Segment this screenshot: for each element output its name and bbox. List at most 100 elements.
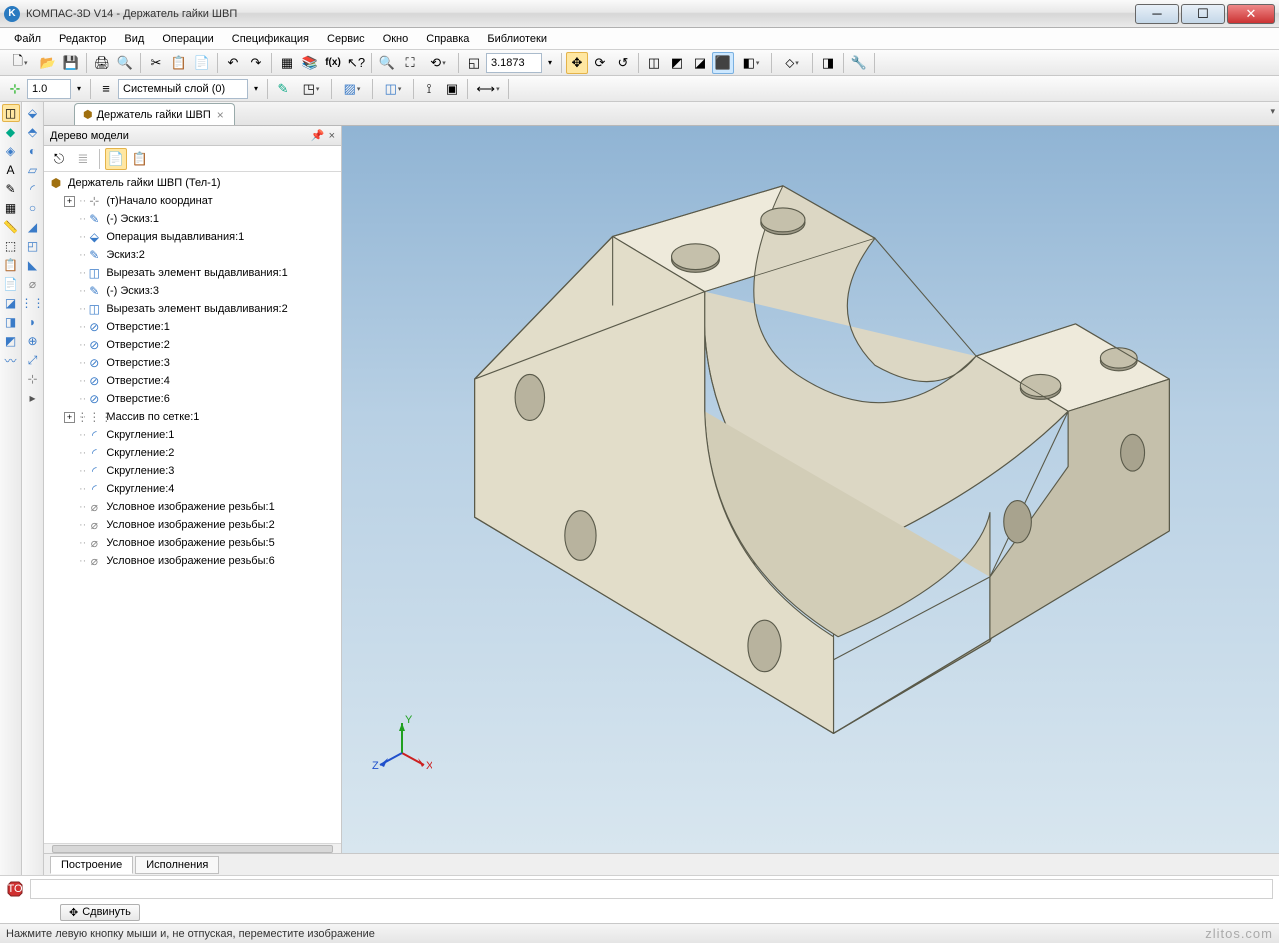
fx-button[interactable]: f(x): [322, 52, 344, 74]
stop-icon[interactable]: STOP: [6, 880, 24, 898]
op-pattern-icon[interactable]: ⋮⋮: [24, 294, 42, 312]
vtool-surface-icon[interactable]: ◨: [2, 313, 20, 331]
vtool-edit-icon[interactable]: ✎: [2, 180, 20, 198]
sketch-button[interactable]: ✎: [272, 78, 294, 100]
close-button[interactable]: ✕: [1227, 4, 1275, 24]
vtool-report-icon[interactable]: 📄: [2, 275, 20, 293]
titlebar[interactable]: K КОМПАС-3D V14 - Держатель гайки ШВП ─ …: [0, 0, 1279, 28]
tree-tool4[interactable]: 📋: [129, 148, 151, 170]
tree-item[interactable]: ·· ◜Скругление:3: [44, 462, 341, 480]
op-loft-icon[interactable]: ▱: [24, 161, 42, 179]
menu-edit[interactable]: Редактор: [51, 31, 114, 47]
op-mirror-icon[interactable]: ◗: [24, 313, 42, 331]
help-cursor-button[interactable]: ↖?: [345, 52, 367, 74]
wireframe-button[interactable]: ◫: [643, 52, 665, 74]
op-expand-icon[interactable]: ▸: [24, 389, 42, 407]
perspective-button[interactable]: ◨: [817, 52, 839, 74]
tab-exec[interactable]: Исполнения: [135, 856, 219, 874]
coord-button[interactable]: ⊹: [4, 78, 26, 100]
open-button[interactable]: 📂: [37, 52, 59, 74]
tree-item[interactable]: +·· ⋮⋮⋮Массив по сетке:1: [44, 408, 341, 426]
cut-button[interactable]: ✂: [145, 52, 167, 74]
redo-button[interactable]: ↷: [245, 52, 267, 74]
tree-scrollbar[interactable]: [44, 843, 341, 853]
rebuild-button[interactable]: 🔧: [848, 52, 870, 74]
zoom-window-button[interactable]: ⛶: [399, 52, 421, 74]
maximize-button[interactable]: ☐: [1181, 4, 1225, 24]
tree-item[interactable]: ·· ⬙Операция выдавливания:1: [44, 228, 341, 246]
tree-item[interactable]: ·· ◜Скругление:1: [44, 426, 341, 444]
tree-tool1[interactable]: ⎋: [48, 148, 70, 170]
tree-item[interactable]: ·· ⊘Отверстие:2: [44, 336, 341, 354]
tree-item[interactable]: ·· ⌀Условное изображение резьбы:1: [44, 498, 341, 516]
display-style-button[interactable]: ▨: [336, 78, 368, 100]
menu-spec[interactable]: Спецификация: [224, 31, 317, 47]
tree-item[interactable]: ·· ⊘Отверстие:3: [44, 354, 341, 372]
tree-item[interactable]: +·· ⊹(т)Начало координат: [44, 192, 341, 210]
tree-item[interactable]: ·· ◫Вырезать элемент выдавливания:2: [44, 300, 341, 318]
vtool-text-icon[interactable]: A: [2, 161, 20, 179]
op-thread-icon[interactable]: ⌀: [24, 275, 42, 293]
op-rib-icon[interactable]: ◢: [24, 218, 42, 236]
vtool-aux-icon[interactable]: ◩: [2, 332, 20, 350]
zoom-fit-button[interactable]: ◱: [463, 52, 485, 74]
zoom-in-button[interactable]: 🔍: [376, 52, 398, 74]
tree-item[interactable]: ·· ⊘Отверстие:1: [44, 318, 341, 336]
print-button[interactable]: 🖨: [91, 52, 113, 74]
op-hole-icon[interactable]: ○: [24, 199, 42, 217]
no-hidden-button[interactable]: ◪: [689, 52, 711, 74]
menu-view[interactable]: Вид: [116, 31, 152, 47]
hidden-lines-button[interactable]: ◩: [666, 52, 688, 74]
layer-dropdown[interactable]: ▾: [249, 78, 263, 100]
menu-help[interactable]: Справка: [418, 31, 477, 47]
tree-item[interactable]: ·· ✎(-) Эскиз:1: [44, 210, 341, 228]
tree-item[interactable]: ·· ◜Скругление:2: [44, 444, 341, 462]
tabs-dropdown[interactable]: ▾: [1270, 106, 1275, 117]
op-cut-icon[interactable]: ⬘: [24, 123, 42, 141]
tree-content[interactable]: ⬢ Держатель гайки ШВП (Тел-1) +·· ⊹(т)На…: [44, 172, 341, 843]
pin-icon[interactable]: 📌: [311, 129, 325, 142]
lib-button[interactable]: 📚: [299, 52, 321, 74]
tree-item[interactable]: ·· ⌀Условное изображение резьбы:2: [44, 516, 341, 534]
move-button[interactable]: ✥ Сдвинуть: [60, 904, 140, 921]
copy-button[interactable]: 📋: [168, 52, 190, 74]
menu-file[interactable]: Файл: [6, 31, 49, 47]
zoom-prev-button[interactable]: ⟲: [422, 52, 454, 74]
op-extrude-icon[interactable]: ⬙: [24, 104, 42, 122]
material-button[interactable]: ▣: [441, 78, 463, 100]
zoom-input[interactable]: [486, 53, 542, 73]
op-scale-icon[interactable]: ⤢: [24, 351, 42, 369]
close-panel-icon[interactable]: ×: [329, 130, 335, 142]
menu-operations[interactable]: Операции: [154, 31, 221, 47]
op-shell-icon[interactable]: ◰: [24, 237, 42, 255]
save-button[interactable]: 💾: [60, 52, 82, 74]
print-preview-button[interactable]: 🔍: [114, 52, 136, 74]
undo-button[interactable]: ↶: [222, 52, 244, 74]
shaded-button[interactable]: ⬛: [712, 52, 734, 74]
tree-item[interactable]: ·· ✎Эскиз:2: [44, 246, 341, 264]
op-revolve-icon[interactable]: ◐: [24, 142, 42, 160]
doc-tab-close[interactable]: ×: [215, 108, 226, 122]
tree-item[interactable]: ·· ◫Вырезать элемент выдавливания:1: [44, 264, 341, 282]
menu-libs[interactable]: Библиотеки: [479, 31, 555, 47]
dim-button[interactable]: ⟷: [472, 78, 504, 100]
tree-root[interactable]: ⬢ Держатель гайки ШВП (Тел-1): [44, 174, 341, 192]
layer-button[interactable]: ≡: [95, 78, 117, 100]
pan-button[interactable]: ✥: [566, 52, 588, 74]
layer-input[interactable]: [118, 79, 248, 99]
op-boolean-icon[interactable]: ⊕: [24, 332, 42, 350]
tree-tool3[interactable]: 📄: [105, 148, 127, 170]
vtool-geometry-icon[interactable]: ◫: [2, 104, 20, 122]
minimize-button[interactable]: ─: [1135, 4, 1179, 24]
new-doc-button[interactable]: 🗋: [4, 52, 36, 74]
command-input[interactable]: [30, 879, 1273, 899]
scale-dropdown[interactable]: ▾: [72, 78, 86, 100]
tree-item[interactable]: ·· ⌀Условное изображение резьбы:5: [44, 534, 341, 552]
vtool-dim-icon[interactable]: ◆: [2, 123, 20, 141]
plane-button[interactable]: ◳: [295, 78, 327, 100]
vtool-elem-icon[interactable]: ◪: [2, 294, 20, 312]
doc-tab[interactable]: ⬢ Держатель гайки ШВП ×: [74, 103, 235, 125]
tab-build[interactable]: Построение: [50, 856, 133, 874]
vtool-curve-icon[interactable]: 〰: [2, 351, 20, 369]
op-fillet-icon[interactable]: ◜: [24, 180, 42, 198]
